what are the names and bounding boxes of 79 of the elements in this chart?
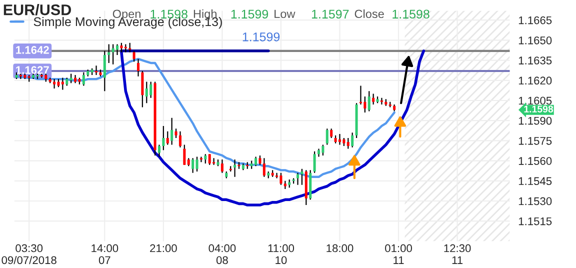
x-tick-label: 12:30 11 — [444, 244, 471, 264]
y-tick-label: 1.1560 — [518, 157, 552, 165]
candlestick — [145, 81, 148, 104]
candlestick — [82, 72, 85, 86]
candlestick — [95, 65, 98, 76]
text: 1.1598 — [524, 106, 554, 112]
candlestick — [53, 78, 56, 89]
candlestick — [368, 90, 370, 112]
candlestick — [70, 73, 72, 84]
candlestick — [19, 73, 22, 80]
candlestick — [326, 128, 328, 146]
annotation: 1.1597 — [312, 10, 349, 19]
candlestick — [296, 172, 300, 186]
candlestick — [364, 96, 366, 114]
x-tick-label: 18:00 — [326, 244, 354, 252]
candlestick — [372, 93, 375, 106]
y-tick-label: 1.1545 — [518, 177, 552, 186]
candlestick — [141, 70, 144, 108]
candlestick — [166, 130, 169, 146]
candlestick — [330, 128, 333, 139]
candlestick — [108, 44, 110, 64]
candlestick — [346, 137, 350, 150]
candlestick — [150, 81, 152, 98]
candlestick — [338, 133, 341, 146]
ref-line-label: 1.1642 — [16, 46, 49, 54]
candlestick — [313, 150, 316, 174]
candlestick — [254, 156, 258, 167]
candlestick — [162, 125, 165, 151]
annotation: 1.1598 — [150, 10, 188, 19]
x-tick-label: 03:30 09/07/2018 — [2, 244, 56, 264]
candlestick — [351, 132, 354, 148]
candlestick — [262, 158, 266, 178]
candlestick — [204, 154, 207, 164]
x-tick-label: 01:00 11 — [385, 244, 412, 264]
annotation: 1.1598 — [392, 10, 430, 19]
candlestick — [103, 50, 106, 92]
annotation: Low — [274, 10, 296, 18]
y-tick-label: 1.1530 — [518, 197, 552, 206]
candlestick — [174, 128, 178, 139]
candlestick — [380, 97, 383, 106]
candlestick — [220, 158, 224, 174]
candlestick — [234, 158, 236, 178]
candlestick — [112, 44, 114, 65]
y-tick-label: 1.1650 — [518, 36, 552, 44]
annotation: 1.1599 — [231, 10, 268, 19]
candlestick — [128, 42, 132, 53]
y-tick-label: 1.1515 — [518, 217, 552, 226]
x-tick-label: 11:00 10 — [268, 244, 294, 264]
candlestick — [322, 144, 324, 156]
y-tick-label: 1.1665 — [518, 16, 552, 24]
annotation: Close — [354, 9, 384, 18]
y-tick-label: 1.1635 — [518, 56, 552, 64]
candlestick — [120, 42, 123, 53]
candlestick — [136, 58, 140, 77]
candlestick — [178, 130, 182, 148]
y-tick-label: 1.1590 — [518, 116, 552, 125]
y-tick-label: 1.1620 — [518, 76, 552, 85]
candlestick — [212, 158, 216, 166]
candlestick — [183, 144, 186, 166]
x-tick-label: 21:00 — [150, 244, 177, 252]
candlestick — [132, 50, 136, 62]
candlestick — [208, 154, 211, 166]
ref-line-label: 1.1627 — [16, 66, 49, 74]
candlestick — [192, 158, 194, 174]
annotation: 1.1599 — [242, 32, 280, 42]
line-series — [120, 50, 426, 206]
candlestick — [280, 172, 282, 186]
candlestick — [258, 154, 262, 166]
y-tick-label: 1.1575 — [518, 137, 552, 145]
candlestick — [196, 156, 198, 172]
chart-title: EUR/USD — [4, 4, 71, 16]
x-tick-label: 14:00 07 — [92, 244, 118, 264]
candlestick — [300, 168, 304, 186]
y-tick-label: 1.1605 — [518, 96, 552, 105]
x-tick-label: 04:00 08 — [208, 244, 236, 264]
candlestick — [170, 117, 174, 146]
candlestick — [158, 144, 160, 158]
candlestick — [116, 44, 119, 56]
candlestick — [61, 77, 64, 90]
